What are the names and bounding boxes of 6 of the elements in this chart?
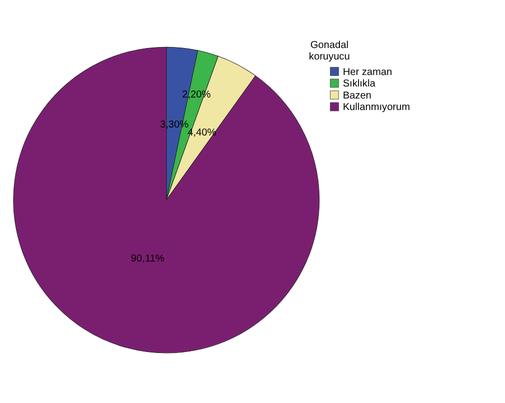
legend-title: Gonadal koruyucu [308,40,350,63]
legend-label: Sıklıkla [342,78,376,90]
legend-label: Her zaman [342,66,392,78]
data-label: 90,11% [130,254,164,265]
legend-label: Bazen [342,90,372,102]
legend-label: Kullanmıyorum [342,102,410,114]
